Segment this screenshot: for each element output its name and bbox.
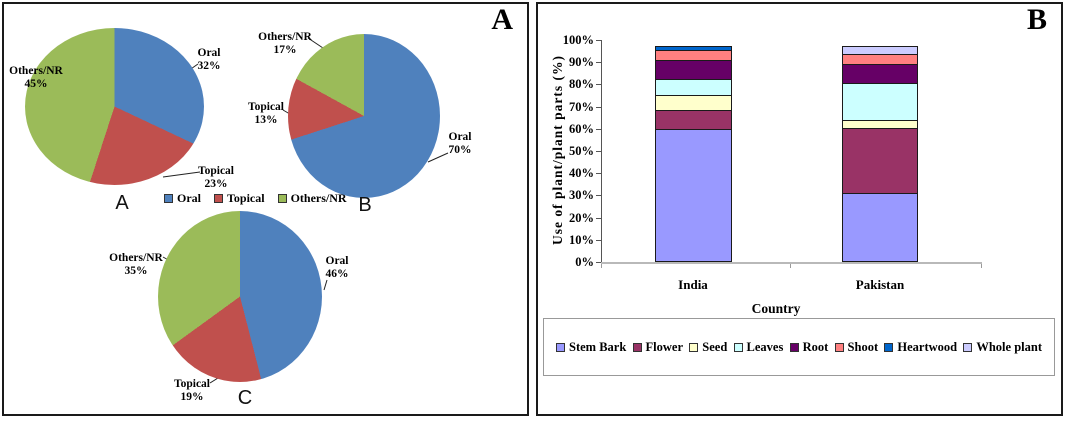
legend-shoot: Shoot [834, 339, 879, 355]
x-axis-tick [981, 264, 982, 268]
y-tick-label: 0% [575, 255, 594, 269]
y-tick-mark [596, 217, 601, 219]
legend-root: Root [789, 339, 829, 355]
pie-b-title: B [358, 194, 372, 216]
pie-a-title: A [115, 192, 129, 214]
y-tick-mark [596, 151, 601, 152]
bar-chart-legend: Stem Bark Flower Seed Leaves Root Shoot Heartw… [543, 318, 1055, 376]
bar-india [655, 46, 732, 262]
pie-chart-a [25, 28, 204, 185]
legend-flower-label: Flower [645, 339, 684, 354]
legend-root-swatch [789, 342, 799, 352]
bar-segment-leaves [842, 82, 918, 121]
pie-a-label-others: Others/NR 45% [9, 65, 63, 90]
y-tick-label: 100% [562, 33, 594, 47]
legend-flower: Flower [632, 339, 684, 355]
pie-c-title: C [237, 387, 253, 409]
legend-stem-bark-label: Stem Bark [569, 339, 627, 354]
pie-chart-b [288, 34, 440, 198]
pie-legend-topical-swatch [214, 194, 223, 203]
y-tick-label: 60% [569, 121, 594, 136]
y-tick-label: 50% [569, 144, 594, 158]
legend-leaves: Leaves [733, 339, 784, 355]
y-tick-label: 80% [569, 77, 594, 92]
y-tick-mark [596, 262, 601, 263]
panel-b-letter: B [1026, 3, 1047, 36]
legend-shoot-swatch [834, 342, 844, 352]
pie-legend-oral-swatch [164, 194, 173, 203]
pie-legend: Oral Topical Others/NR [164, 191, 347, 206]
bar-segment-seed [655, 95, 732, 111]
pie-legend-topical: Topical [214, 191, 265, 206]
legend-whole-plant: Whole plant [963, 340, 1042, 355]
legend-whole-plant-label: Whole plant [976, 339, 1042, 354]
pie-chart-c [158, 211, 322, 382]
y-tick-label: 70% [569, 99, 594, 114]
legend-seed-swatch [689, 342, 699, 352]
bar-pakistan [842, 46, 918, 262]
x-axis-line [601, 262, 982, 264]
panel-b-bar-chart: B Use of plant/plant parts (%) 100% 90% 80… [536, 2, 1063, 416]
y-tick-mark [596, 239, 601, 241]
pie-b-label-topical: Topical 13% [247, 101, 284, 126]
y-tick-mark [596, 40, 601, 41]
legend-seed-label: Seed [702, 339, 728, 354]
x-axis-title: Country [751, 301, 801, 316]
legend-stem-bark: Stem Bark [556, 340, 626, 355]
y-tick-mark [596, 173, 601, 175]
legend-whole-plant-swatch [963, 342, 973, 352]
bar-segment-root [842, 64, 918, 84]
pie-legend-others-nr-label: Others/NR [290, 191, 347, 205]
bar-segment-leaves [655, 78, 732, 97]
x-axis-tick [790, 264, 791, 268]
y-tick-mark [596, 62, 601, 64]
y-tick-label: 30% [569, 188, 594, 203]
legend-root-label: Root [802, 339, 829, 354]
legend-leaves-label: Leaves [746, 339, 784, 354]
pie-a-label-topical: Topical 23% [197, 165, 234, 190]
legend-stem-bark-swatch [556, 342, 565, 352]
y-tick-mark [596, 128, 601, 130]
pie-c-label-oral: Oral 46% [325, 255, 349, 280]
legend-seed: Seed [689, 340, 727, 355]
panel-a-letter: A [491, 3, 513, 36]
pie-b-label-others: Others/NR 17% [258, 31, 312, 56]
legend-leaves-swatch [733, 342, 743, 352]
y-tick-label: 10% [569, 232, 594, 247]
pie-legend-others-nr: Others/NR [277, 191, 347, 206]
bar-segment-stem-bark [655, 128, 732, 262]
bar-segment-root [655, 59, 732, 80]
y-tick-label: 20% [569, 210, 594, 225]
y-tick-mark [596, 106, 601, 108]
pie-legend-topical-label: Topical [227, 191, 265, 205]
category-label-india: India [678, 277, 708, 292]
pie-c-label-others: Others/NR 35% [109, 252, 163, 277]
y-tick-mark [596, 195, 601, 197]
x-axis-tick [601, 264, 602, 268]
y-tick-mark [596, 84, 601, 86]
legend-heartwood-swatch [884, 342, 894, 352]
pie-legend-others-nr-swatch [277, 194, 287, 203]
pie-legend-oral-label: Oral [177, 191, 201, 205]
legend-flower-swatch [632, 342, 642, 352]
category-label-pakistan: Pakistan [855, 277, 905, 292]
pie-c-label-topical: Topical 19% [173, 378, 210, 403]
bar-segment-flower [655, 109, 732, 130]
panel-a-pie-charts: A Oral 32% Others/NR 45% Topical 23% A Othe… [2, 2, 529, 416]
y-axis-line [601, 40, 602, 263]
legend-heartwood: Heartwood [884, 340, 957, 355]
y-tick-label: 40% [569, 166, 594, 181]
bar-segment-flower [842, 127, 918, 195]
pie-b-label-oral: Oral 70% [448, 131, 472, 156]
pie-a-label-oral: Oral 32% [197, 47, 221, 72]
legend-heartwood-label: Heartwood [897, 339, 958, 354]
bar-segment-stem-bark [842, 193, 918, 262]
y-tick-label: 90% [569, 55, 594, 70]
pie-legend-oral: Oral [164, 191, 201, 206]
legend-shoot-label: Shoot [847, 339, 879, 354]
